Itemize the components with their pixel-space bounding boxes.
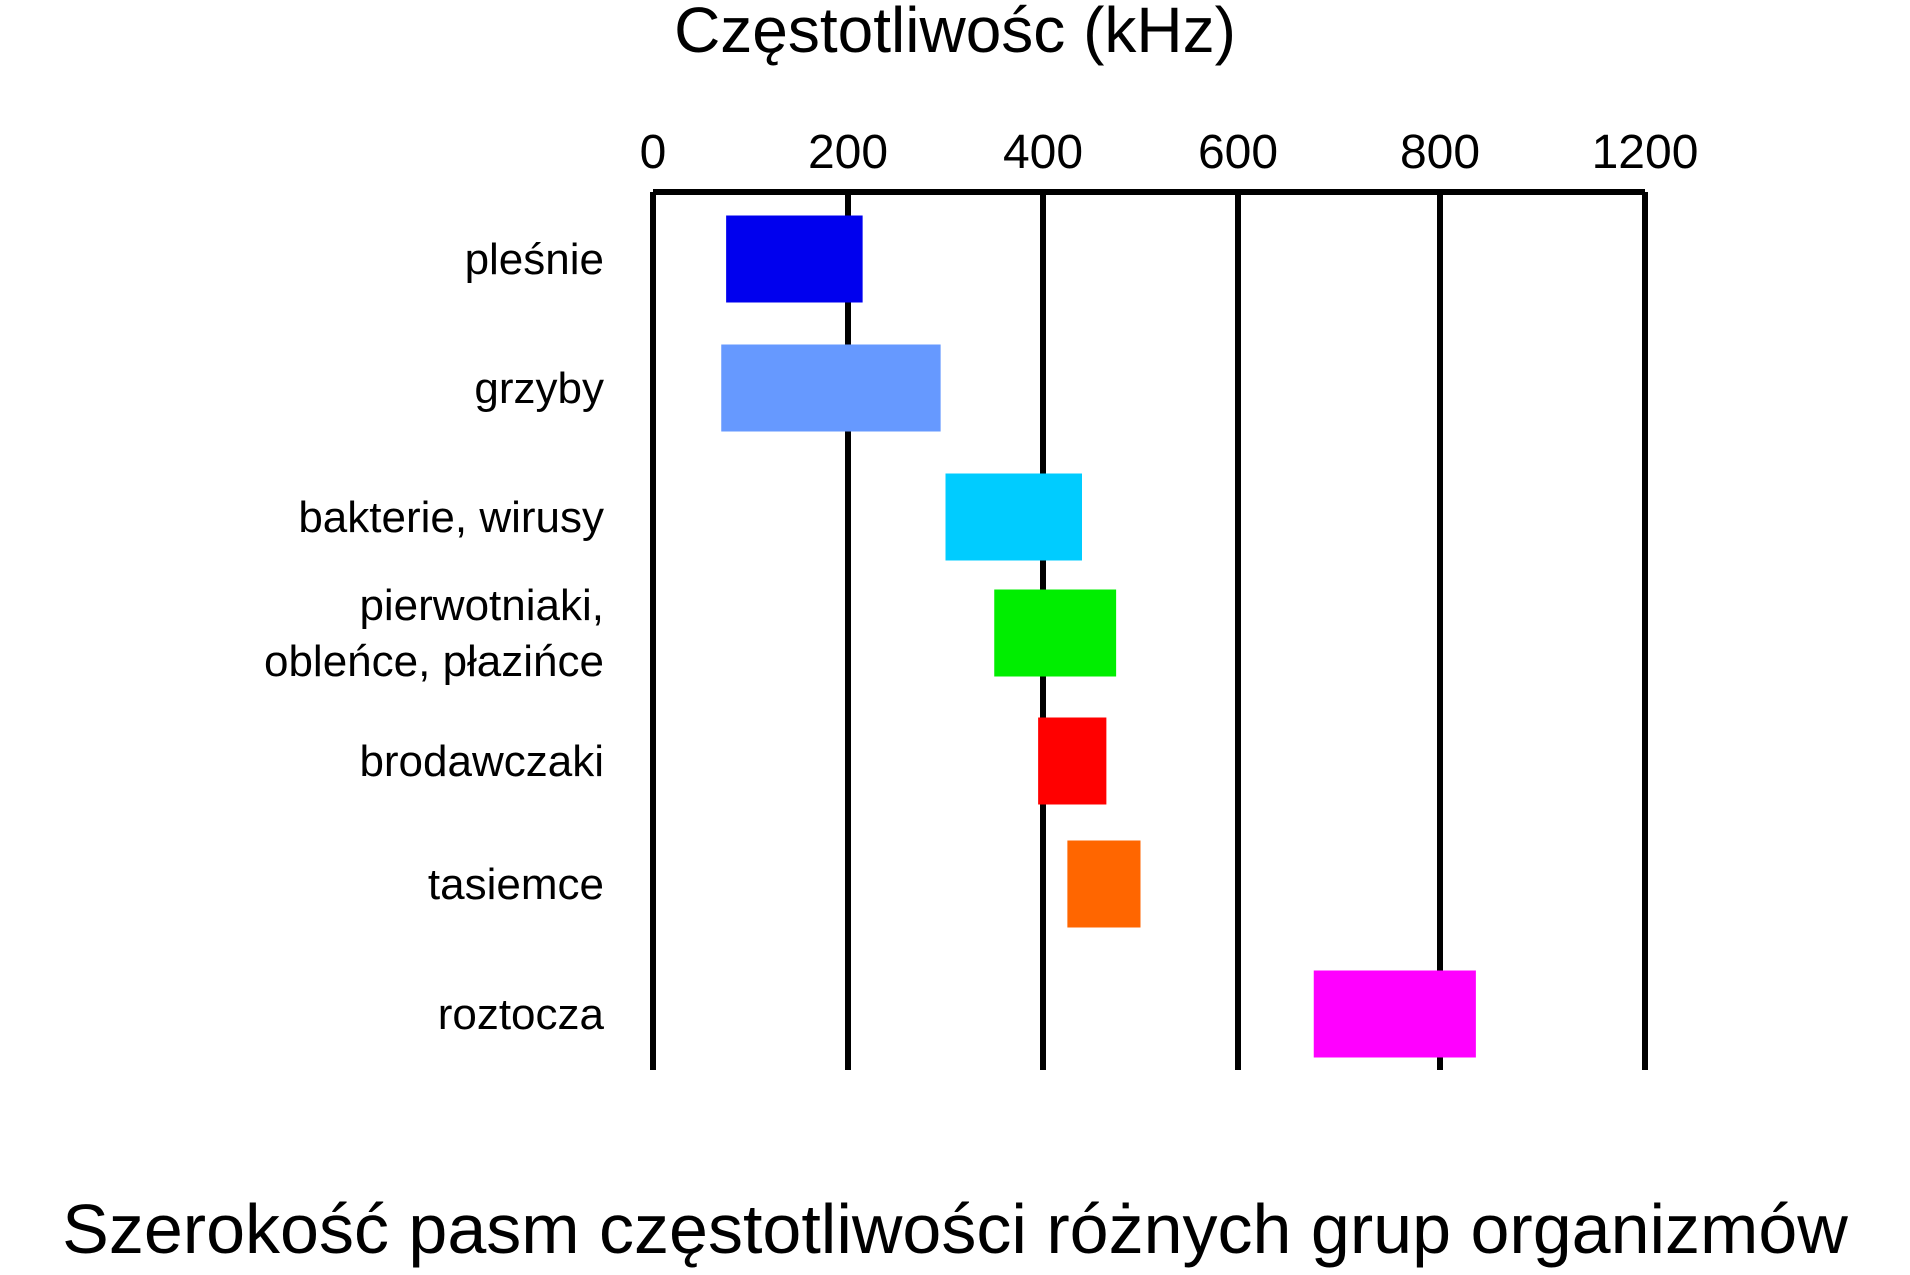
range-bar (1067, 840, 1141, 928)
tick-label: 0 (640, 126, 667, 179)
chart-title: Częstotliwośc (kHz) (674, 0, 1236, 66)
range-bars (721, 215, 1476, 1058)
gridlines (650, 189, 1648, 1070)
range-bar (721, 344, 941, 432)
range-bar (945, 473, 1082, 561)
tick-label: 1200 (1592, 126, 1699, 179)
category-label: roztocza (438, 990, 605, 1039)
chart-caption: Szerokość pasm częstotliwości różnych gr… (62, 1190, 1848, 1268)
category-label: grzyby (474, 364, 604, 413)
category-label: obleńce, płazińce (264, 637, 604, 686)
tick-labels: 0 200 400 600 800 1200 (640, 126, 1699, 179)
category-labels: pleśnie grzyby bakterie, wirusy pierwotniak… (264, 235, 605, 1039)
range-bar (994, 589, 1117, 677)
tick-label: 800 (1400, 126, 1480, 179)
category-label: bakterie, wirusy (298, 493, 604, 542)
category-label: tasiemce (428, 860, 604, 909)
tick-label: 400 (1003, 126, 1083, 179)
range-bar (726, 215, 863, 303)
range-bar (1313, 970, 1476, 1058)
category-label: pleśnie (465, 235, 604, 284)
tick-label: 200 (808, 126, 888, 179)
range-bar (1038, 717, 1107, 805)
tick-label: 600 (1198, 126, 1278, 179)
category-label: brodawczaki (359, 737, 604, 786)
category-label: pierwotniaki, (359, 581, 604, 630)
